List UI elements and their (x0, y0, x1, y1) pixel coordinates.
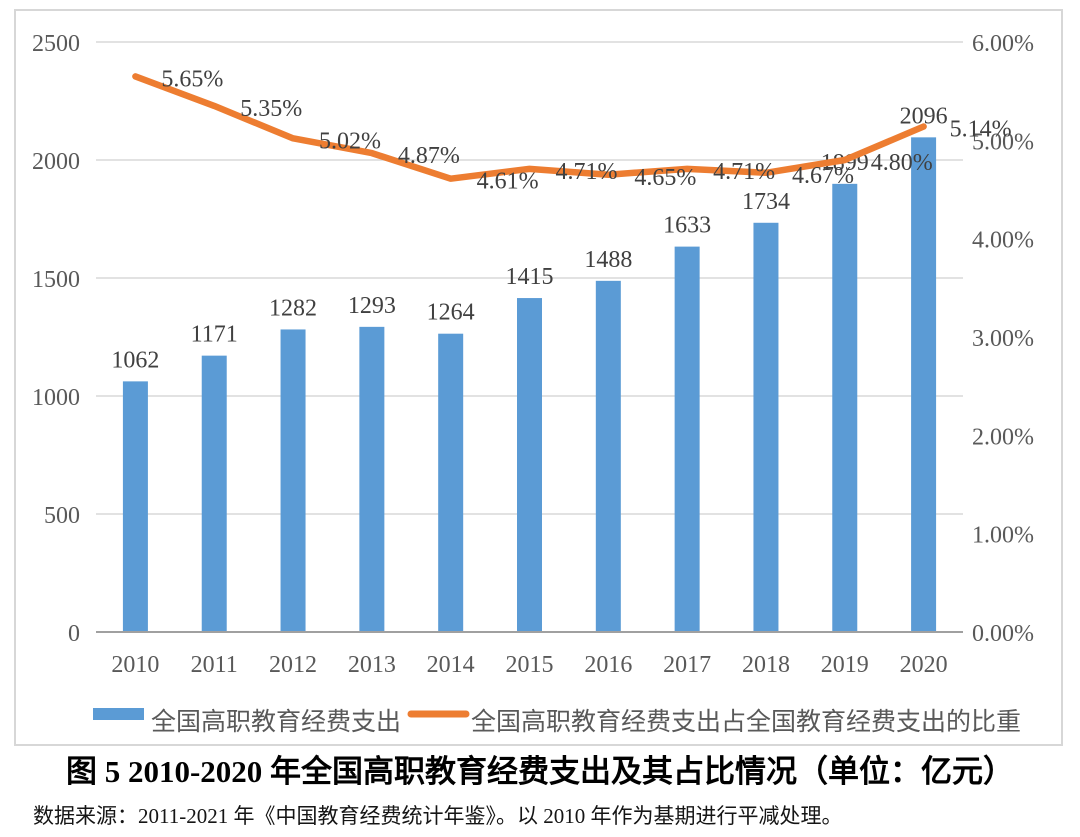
legend-bar-swatch (93, 708, 144, 720)
line-value-label: 4.67% (792, 163, 854, 189)
right-axis-tick-label: 4.00% (972, 228, 1034, 254)
x-axis-year-label: 2017 (663, 652, 711, 678)
combo-bar-line-chart: 2500 2000 1500 1000 500 0 6.00% 5.00% 4.00% 3.00%… (32, 31, 1034, 736)
x-axis-year-label: 2011 (191, 652, 238, 678)
x-axis-year-label: 2016 (584, 652, 632, 678)
legend-line-label: 全国高职教育经费支出占全国教育经费支出的比重 (471, 708, 1021, 736)
bar-value-label: 1171 (191, 322, 238, 348)
line-value-label: 4.71% (556, 159, 618, 185)
x-axis-year-label: 2013 (348, 652, 396, 678)
bar-value-label: 1734 (742, 189, 790, 215)
line-value-label: 5.14% (950, 117, 1012, 143)
line-value-label: 4.65% (634, 165, 696, 191)
bar-value-label: 1415 (506, 264, 554, 290)
line-value-label: 5.35% (240, 96, 302, 122)
bar (674, 246, 700, 632)
left-axis-tick-label: 1500 (32, 267, 80, 293)
line-value-label: 4.61% (477, 169, 539, 195)
bar-value-label: 1062 (111, 347, 159, 373)
bar-value-label: 1264 (427, 300, 475, 326)
figure-source-note: 数据来源：2011-2021 年《中国教育经费统计年鉴》。以 2010 年作为基… (33, 804, 843, 828)
bar (280, 329, 306, 632)
right-axis-tick-label: 6.00% (972, 31, 1034, 57)
bar (832, 183, 858, 632)
line-value-label: 4.71% (713, 159, 775, 185)
left-axis-tick-label: 2000 (32, 149, 80, 175)
line-value-label: 4.87% (398, 143, 460, 169)
figure-caption: 图 5 2010-2020 年全国高职教育经费支出及其占比情况（单位：亿元） (65, 754, 1015, 789)
bar (753, 222, 779, 632)
line-value-label: 4.80% (871, 150, 933, 176)
line-value-label: 5.65% (161, 66, 223, 92)
left-axis-tick-label: 1000 (32, 385, 80, 411)
left-axis-tick-label: 0 (68, 621, 80, 647)
bar-value-label: 1633 (663, 213, 711, 239)
x-axis-year-label: 2019 (821, 652, 869, 678)
left-axis-tick-label: 500 (44, 503, 80, 529)
line-series (132, 73, 927, 182)
right-axis-tick-label: 0.00% (972, 621, 1034, 647)
bar (122, 381, 148, 632)
x-axis-year-label: 2012 (269, 652, 317, 678)
right-axis-tick-label: 5.00% (972, 129, 1034, 155)
bar (438, 333, 464, 632)
right-axis-tick-label: 2.00% (972, 424, 1034, 450)
bar-value-label: 1282 (269, 295, 317, 321)
right-axis-tick-label: 3.00% (972, 326, 1034, 352)
legend-bar-label: 全国高职教育经费支出 (151, 708, 401, 736)
x-axis-year-label: 2014 (427, 652, 475, 678)
bar (595, 280, 621, 632)
x-axis-year-label: 2018 (742, 652, 790, 678)
x-axis-year-label: 2015 (506, 652, 554, 678)
bar-value-label: 1293 (348, 293, 396, 319)
chart-container: 2500 2000 1500 1000 500 0 6.00% 5.00% 4.00% 3.00%… (14, 9, 1063, 746)
bar-value-label: 1488 (584, 247, 632, 273)
right-axis-tick-label: 1.00% (972, 523, 1034, 549)
bar (359, 326, 385, 632)
bar (201, 355, 227, 632)
bar (517, 298, 542, 632)
x-axis-year-label: 2020 (900, 652, 948, 678)
left-axis-tick-label: 2500 (32, 31, 80, 57)
x-axis-year-label: 2010 (111, 652, 159, 678)
bar (911, 137, 937, 632)
line-value-label: 5.02% (319, 128, 381, 154)
